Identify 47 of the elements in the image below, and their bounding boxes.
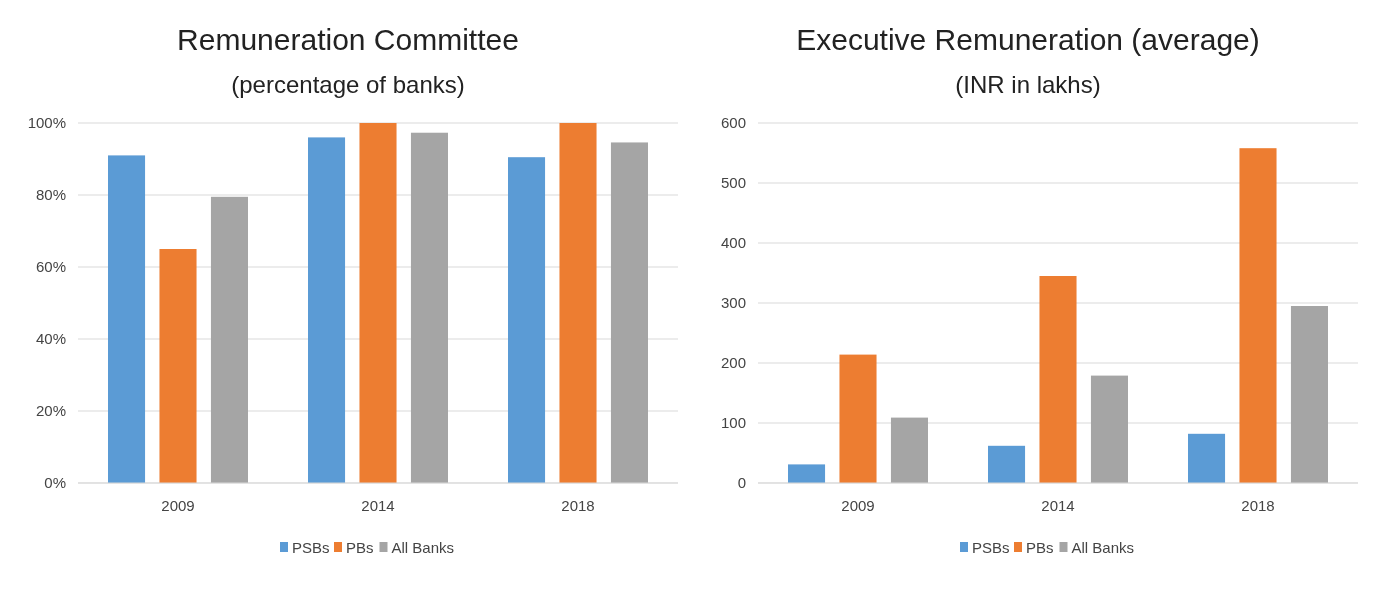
- legend-label: PBs: [346, 539, 374, 557]
- x-tick-label: 2018: [1241, 497, 1275, 514]
- bar: [308, 137, 346, 483]
- bar: [508, 157, 546, 483]
- chart-subtitle: (percentage of banks): [231, 71, 465, 98]
- y-tick-label: 300: [720, 294, 746, 312]
- y-tick-label: 600: [720, 114, 746, 132]
- bar: [988, 445, 1026, 483]
- y-tick-label: 0%: [44, 474, 66, 492]
- bar: [1188, 433, 1226, 483]
- bar: [1239, 148, 1277, 483]
- y-tick-label: 100: [720, 414, 746, 432]
- chart-subtitle: (INR in lakhs): [955, 71, 1101, 98]
- y-tick-label: 200: [720, 354, 746, 372]
- bar: [890, 417, 928, 483]
- y-tick-label: 500: [720, 174, 746, 192]
- y-tick-label: 40%: [35, 330, 66, 348]
- y-tick-label: 100%: [27, 114, 66, 132]
- bar: [1090, 375, 1128, 483]
- y-tick-label: 20%: [35, 402, 66, 420]
- y-tick-label: 400: [720, 234, 746, 252]
- x-tick-label: 2009: [841, 497, 875, 514]
- legend-label: All Banks: [1071, 539, 1135, 557]
- bar: [610, 142, 648, 483]
- y-tick-label: 0: [737, 474, 746, 492]
- x-tick-label: 2009: [161, 497, 195, 514]
- bar: [1290, 306, 1328, 483]
- bar: [410, 132, 448, 483]
- legend-label: PSBs: [972, 539, 1010, 557]
- bar: [788, 464, 826, 483]
- bar: [359, 123, 397, 483]
- bar: [839, 354, 877, 483]
- bar: [1039, 276, 1077, 483]
- x-tick-label: 2014: [361, 497, 395, 514]
- bar: [210, 196, 248, 483]
- bar: [159, 249, 197, 483]
- bar: [559, 123, 597, 483]
- legend-label: PSBs: [292, 539, 330, 557]
- x-tick-label: 2014: [1041, 497, 1075, 514]
- chart-title: Remuneration Committee: [177, 23, 519, 56]
- y-tick-label: 60%: [35, 258, 66, 276]
- legend-label: All Banks: [391, 539, 455, 557]
- chart-title: Executive Remuneration (average): [796, 23, 1260, 56]
- bar: [108, 155, 146, 483]
- legend-label: PBs: [1026, 539, 1054, 557]
- x-tick-label: 2018: [561, 497, 595, 514]
- y-tick-label: 80%: [35, 186, 66, 204]
